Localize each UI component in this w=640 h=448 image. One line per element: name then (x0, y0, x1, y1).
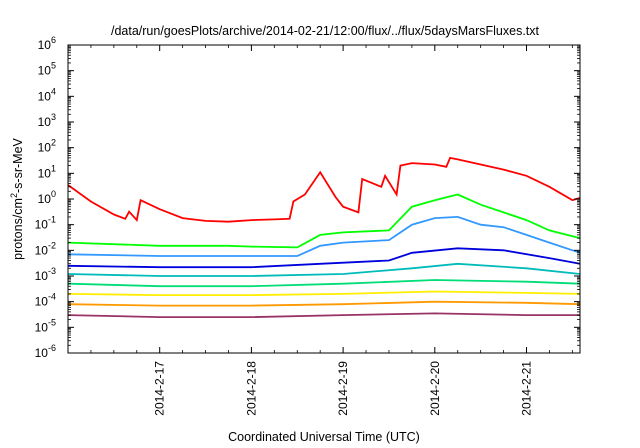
y-tick-label: 100 (38, 189, 56, 206)
series-line-8 (67, 300, 581, 307)
y-tick-label: 105 (38, 61, 56, 78)
x-tick-label: 2014-2-21 (520, 361, 534, 416)
y-tick-label: 10-2 (35, 240, 56, 257)
chart-title: /data/run/goesPlots/archive/2014-02-21/1… (111, 24, 540, 38)
x-tick-label: 2014-2-19 (336, 361, 350, 416)
series-line-2 (67, 193, 581, 249)
y-axis: 10-6 10-5 10-4 10-3 10-2 10-1 100 101 102 103 104 1… (35, 35, 580, 360)
y-axis-label-rest: -s-sr-MeV (11, 137, 25, 193)
series-line-1 (67, 156, 581, 223)
y-axis-label-main: protons/cm (11, 198, 25, 260)
series-line-4 (67, 247, 581, 269)
series-line-3 (67, 215, 581, 257)
series-layer (67, 156, 581, 318)
y-tick-label: 102 (38, 138, 56, 155)
x-axis: 2014-2-17 2014-2-18 2014-2-19 2014-2-20 2014… (67, 45, 573, 416)
x-tick-label: 2014-2-17 (153, 361, 167, 416)
y-tick-label: 106 (38, 35, 56, 52)
y-tick-label: 10-1 (35, 215, 56, 232)
y-axis-label-sup: 2 (9, 193, 19, 198)
y-tick-label: 104 (38, 86, 56, 103)
series-line-7 (67, 290, 581, 296)
plot-frame (67, 44, 581, 354)
y-axis-label: protons/cm2-s-sr-MeV (9, 137, 25, 259)
series-line-9 (67, 312, 580, 318)
series-line-6 (67, 279, 581, 288)
y-tick-label: 10-5 (35, 317, 56, 334)
y-tick-label: 103 (38, 112, 56, 129)
series-line-5 (67, 262, 581, 277)
y-tick-label: 10-6 (35, 343, 56, 360)
y-tick-label: 10-4 (35, 292, 56, 309)
x-tick-label: 2014-2-18 (244, 361, 258, 416)
y-tick-label: 101 (38, 163, 56, 180)
y-tick-label: 10-3 (35, 266, 56, 283)
x-tick-label: 2014-2-20 (428, 361, 442, 416)
x-axis-label: Coordinated Universal Time (UTC) (228, 430, 420, 444)
